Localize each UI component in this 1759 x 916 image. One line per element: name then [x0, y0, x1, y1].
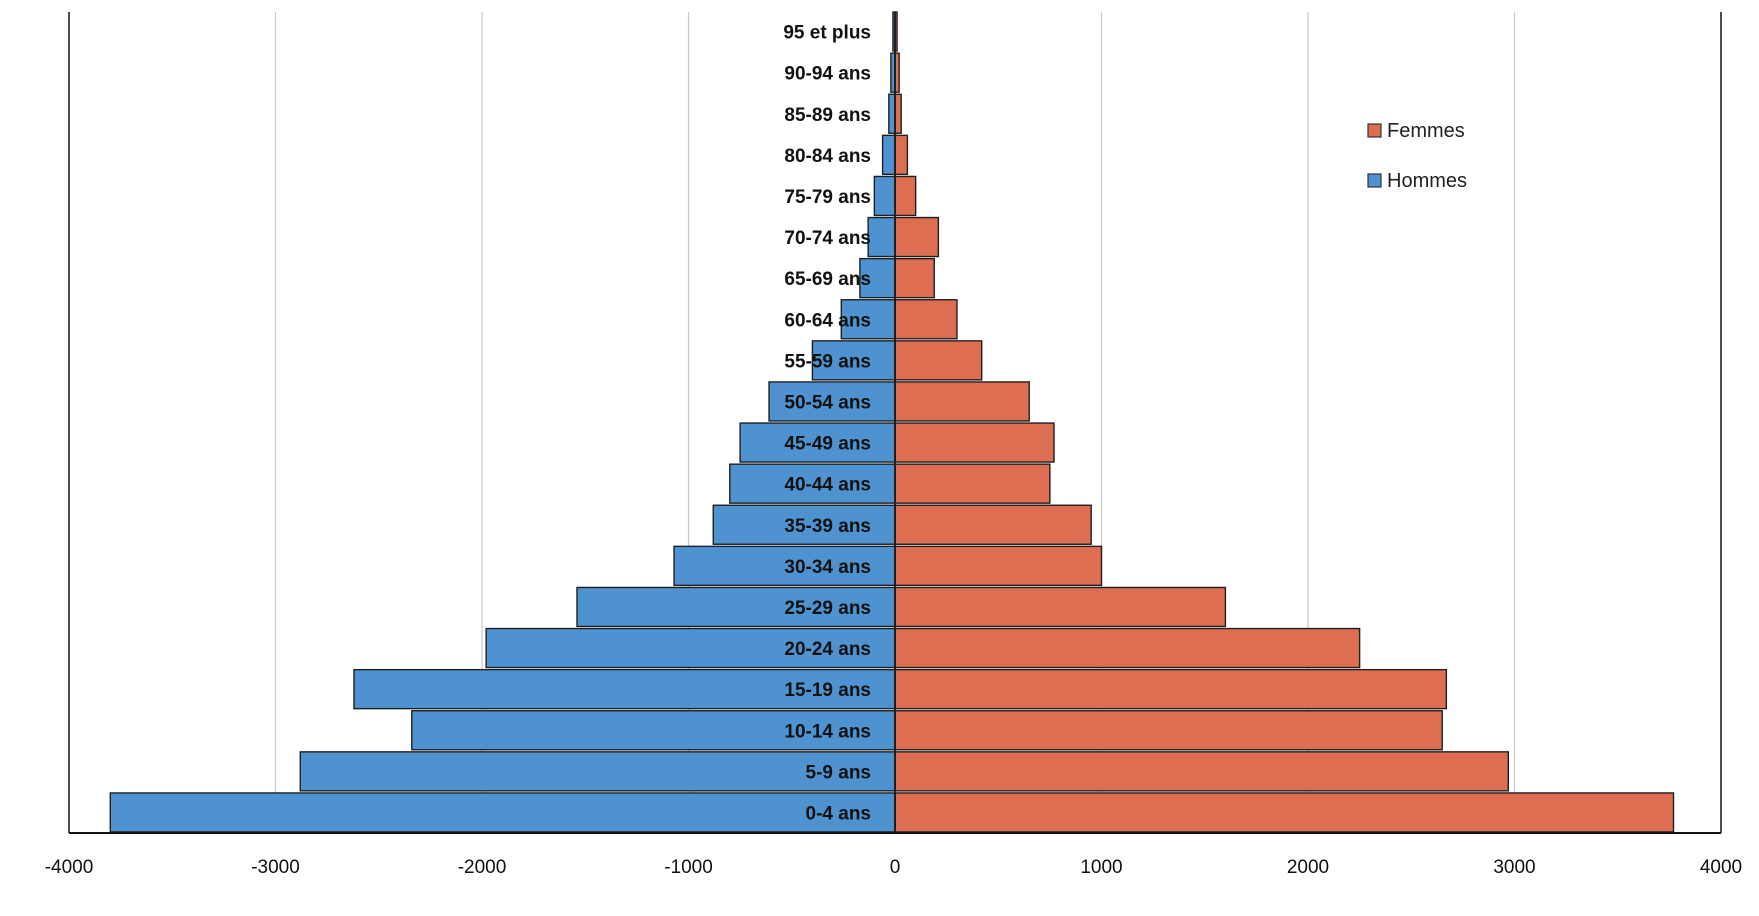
legend-swatch-femmes [1367, 123, 1382, 138]
age-group-label: 35-39 ans [784, 516, 871, 537]
age-group-label: 75-79 ans [784, 187, 871, 208]
bar-femmes [894, 381, 1030, 422]
x-tick-label: 0 [890, 857, 901, 878]
bar-femmes [894, 545, 1103, 587]
bar-hommes [411, 710, 896, 751]
x-tick-label: -3000 [251, 857, 300, 878]
age-group-label: 55-59 ans [784, 351, 871, 372]
age-group-label: 15-19 ans [784, 680, 871, 701]
bar-femmes [894, 257, 935, 299]
bar-femmes [894, 792, 1675, 833]
bar-femmes [894, 627, 1361, 669]
bar-hommes [109, 792, 896, 833]
x-tick-label: -1000 [664, 857, 713, 878]
age-group-label: 25-29 ans [784, 598, 871, 619]
x-axis: -4000 -3000 -2000 -1000 0 1000 2000 3000 4000 [45, 832, 1742, 878]
bar-hommes [867, 216, 896, 258]
bar-femmes [894, 463, 1051, 504]
bar-hommes [673, 545, 896, 587]
bars [109, 11, 1675, 833]
age-group-label: 60-64 ans [784, 310, 871, 331]
age-group-label: 10-14 ans [784, 721, 871, 742]
age-group-label: 30-34 ans [784, 557, 871, 578]
x-tick-label: -2000 [458, 857, 507, 878]
bar-femmes [894, 586, 1227, 628]
bar-femmes [894, 422, 1055, 463]
bar-femmes [894, 710, 1443, 751]
legend: Femmes Hommes [1367, 120, 1467, 192]
bar-hommes [576, 586, 896, 628]
bar-hommes [881, 134, 896, 176]
age-group-label: 95 et plus [783, 23, 871, 44]
bar-femmes [894, 668, 1448, 710]
bar-femmes [894, 134, 909, 176]
bar-hommes [729, 463, 896, 504]
age-group-label: 70-74 ans [784, 228, 871, 249]
bar-hommes [712, 504, 896, 545]
legend-label-hommes: Hommes [1387, 170, 1467, 192]
bar-hommes [739, 422, 896, 463]
bar-femmes [894, 216, 940, 258]
bar-femmes [894, 299, 958, 340]
bar-femmes [894, 340, 983, 381]
age-group-label: 85-89 ans [784, 105, 871, 126]
bar-hommes [811, 340, 896, 381]
x-tick-label: 1000 [1080, 857, 1122, 878]
bar-hommes [299, 751, 896, 792]
age-group-label: 80-84 ans [784, 146, 871, 167]
age-group-label: 65-69 ans [784, 269, 871, 290]
age-group-label: 90-94 ans [784, 64, 871, 85]
x-tick-label: 4000 [1700, 857, 1742, 878]
x-tick-label: 3000 [1493, 857, 1535, 878]
age-group-label: 40-44 ans [784, 475, 871, 496]
age-group-label: 5-9 ans [806, 762, 871, 783]
x-tick-label: 2000 [1287, 857, 1329, 878]
age-group-label: 50-54 ans [784, 392, 871, 413]
bar-hommes [768, 381, 896, 422]
age-labels: 0-4 ans 5-9 ans 10-14 ans 15-19 ans 20-24 an… [783, 23, 871, 825]
age-group-label: 20-24 ans [784, 639, 871, 660]
bar-femmes [894, 504, 1092, 545]
legend-swatch-hommes [1367, 173, 1382, 188]
x-tick-label: -4000 [45, 857, 94, 878]
age-group-label: 0-4 ans [806, 803, 871, 824]
bar-femmes [894, 751, 1510, 792]
legend-label-femmes: Femmes [1387, 120, 1465, 142]
age-group-label: 45-49 ans [784, 434, 871, 455]
bar-hommes [873, 175, 896, 217]
bar-femmes [894, 175, 917, 217]
